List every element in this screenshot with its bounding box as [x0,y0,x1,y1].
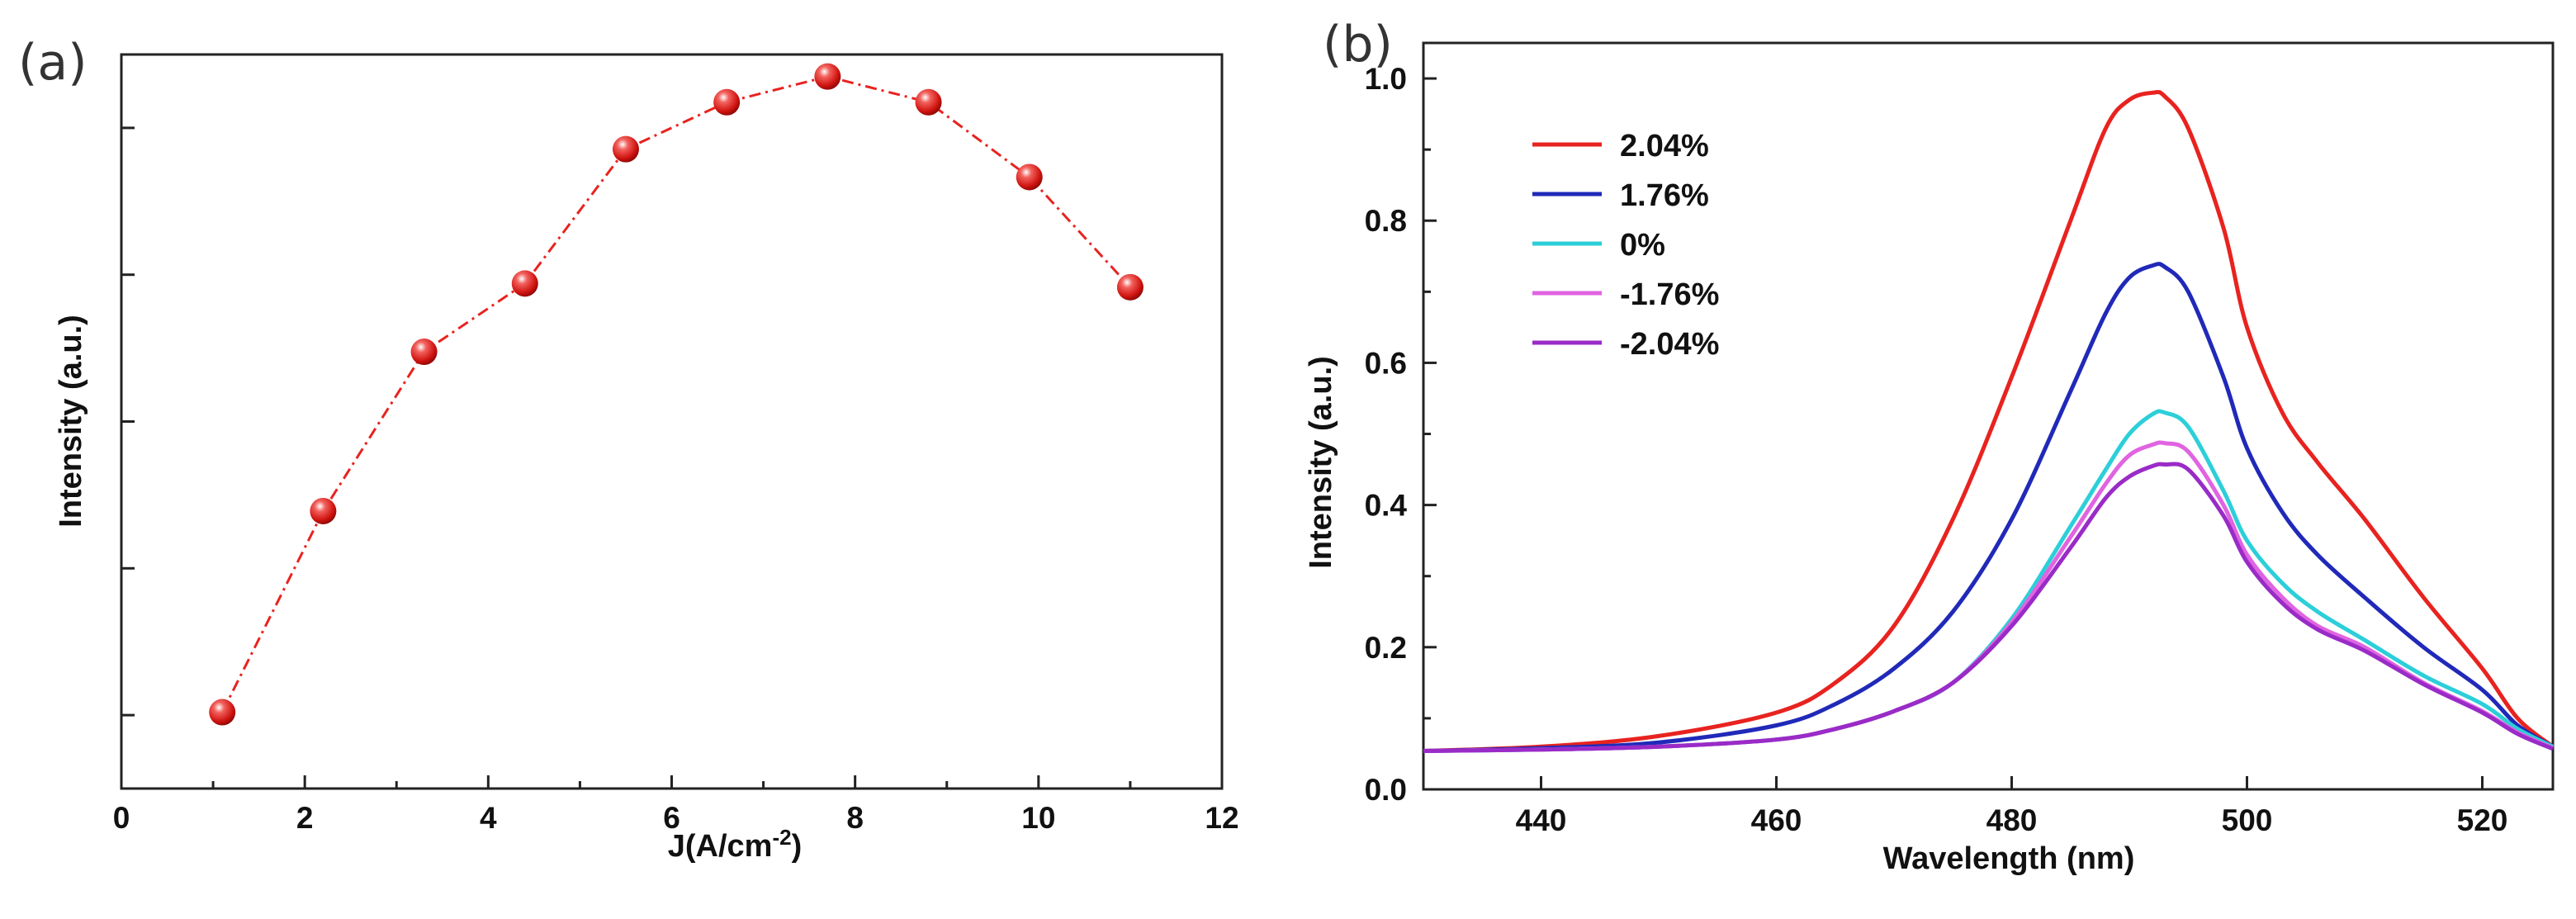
panel-b: (b) 440 460 480 500 520 0.0 0.2 0.4 0.6 0.8 1.0 2.… [1304,16,2555,876]
panel-b-ticks [1423,77,2484,791]
panel-a-ticks [120,126,1224,789]
panel-b-ytick-label: 0.8 [1365,204,1407,238]
panel-a-data-point [310,497,337,524]
panel-b-xtick-label: 440 [1516,803,1567,837]
panel-b-series-line-2 [1423,409,2555,753]
panel-a-xtick-label: 6 [663,801,680,835]
panel-a-data-point [1016,163,1043,191]
panel-a-xtick-label: 4 [480,801,497,835]
panel-b-ytick-label: 0.4 [1365,489,1408,523]
panel-b-ytick-label: 0.6 [1365,346,1407,380]
panel-b-legend: 2.04% 1.76% 0% -1.76% -2.04% [1532,129,1719,362]
panel-b-series-line-4 [1423,462,2554,753]
panel-a-xtick-label: 10 [1021,801,1055,835]
panel-a-data-point [915,88,942,116]
panel-b-legend-label: -2.04% [1620,327,1719,362]
panel-a-data-point [612,135,639,163]
panel-a-markers [209,63,1144,726]
panel-b-ytick-label: 0.0 [1365,773,1407,807]
panel-b-xtick-label: 520 [2457,803,2508,837]
panel-b-series-line-3 [1423,440,2555,753]
panel-a-data-point [511,270,538,297]
panel-a-data-point [1116,273,1144,301]
panel-b-legend-label: 0% [1620,228,1665,263]
panel-b-xlabel: Wavelength (nm) [1883,841,2135,876]
panel-a-label: (a) [18,34,88,92]
panel-b-ytick-label: 1.0 [1365,62,1407,96]
panel-b-legend-label: 2.04% [1620,129,1709,163]
panel-a-data-point [713,88,741,116]
panel-a-series-line [220,75,1132,713]
panel-b-xtick-label: 480 [1986,803,2038,837]
panel-b-xtick-label: 500 [2222,803,2273,837]
panel-b-plot-frame [1422,41,2555,791]
panel-a-data-point [209,699,236,726]
panel-b-series-line-0 [1423,89,2555,753]
panel-b-xtick-label: 460 [1751,803,1802,837]
panel-a-tick-labels: 0 2 4 6 8 10 12 [113,801,1239,835]
panel-a-xtick-label: 0 [113,801,130,835]
panel-a-data-point [410,339,438,366]
panel-b-ytick-label: 0.2 [1365,631,1407,665]
panel-b-legend-label: -1.76% [1620,277,1719,312]
panel-a-data-point [814,63,841,90]
panel-b-tick-labels: 440 460 480 500 520 0.0 0.2 0.4 0.6 0.8 1.0 [1365,62,2508,837]
panel-b-series-line-1 [1423,262,2555,753]
panel-b-legend-label: 1.76% [1620,178,1709,213]
panel-a-ylabel: Intensity (a.u.) [54,315,88,528]
panel-b-label: (b) [1323,16,1393,73]
panel-b-series-lines [1423,89,2555,753]
panel-a-xlabel: J(A/cm-2) [668,825,803,864]
panel-b-ylabel: Intensity (a.u.) [1304,356,1338,569]
panel-a-plot-frame [120,53,1224,790]
panel-a: (a) 0 2 4 6 8 10 12 J(A/cm-2) Intensity (a.u.) [18,34,1239,864]
panel-a-xtick-label: 12 [1205,801,1238,835]
panel-a-xtick-label: 2 [296,801,314,835]
panel-a-xtick-label: 8 [846,801,864,835]
